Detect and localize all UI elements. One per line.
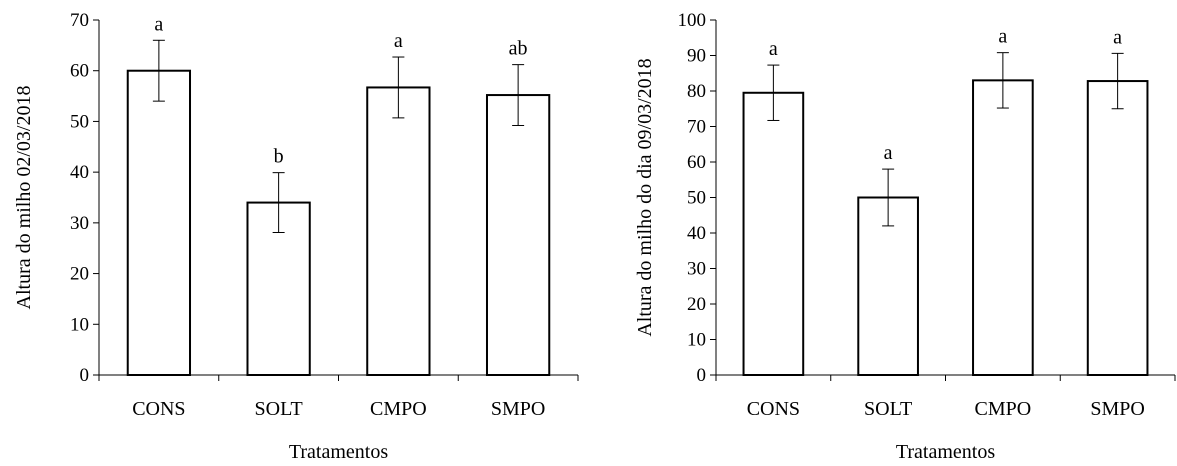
x-tick-label: SOLT [864,398,912,420]
y-tick-label: 10 [70,314,89,335]
chart-left: 0 10 20 30 40 50 60 70 a CONS b SOLT a CMPO ab SMPO Trat… [13,10,579,463]
significance-letter: a [394,30,403,52]
bar [742,91,805,377]
y-tick-label: 40 [687,223,706,244]
significance-letter: a [1113,26,1122,48]
y-tick-label: 100 [678,10,707,31]
bar [366,86,431,376]
significance-letter: a [998,26,1007,48]
x-tick-label: CMPO [370,398,427,420]
y-tick-label: 60 [687,152,706,173]
x-axis-title: Tratamentos [896,441,995,463]
x-tick-label: SOLT [255,398,303,420]
significance-letter: b [274,146,284,168]
x-axis-title: Tratamentos [289,441,388,463]
y-axis-title: Altura do milho do dia 09/03/2018 [634,58,656,336]
y-tick-label: 50 [70,111,89,132]
bar [126,69,192,376]
y-tick-label: 30 [70,213,89,234]
y-tick-label: 10 [687,330,706,351]
x-tick-label: SMPO [1090,398,1144,420]
bar [1086,80,1149,376]
y-tick-label: 40 [70,162,89,183]
y-tick-label: 70 [70,10,89,31]
y-tick-label: 0 [697,365,707,386]
x-tick-label: CONS [747,398,800,420]
significance-letter: a [769,38,778,60]
y-tick-label: 70 [687,117,706,138]
significance-letter: a [884,142,893,164]
y-tick-label: 20 [70,264,89,285]
y-axis-title: Altura do milho 02/03/2018 [13,86,35,310]
y-tick-label: 80 [687,81,706,102]
bar [485,94,551,377]
bar [972,79,1034,376]
x-tick-label: CONS [132,398,185,420]
y-tick-label: 0 [80,365,90,386]
chart-right: 0 10 20 30 40 50 60 70 80 90 100 a CONS a SOLT a CMPO a SM… [634,10,1176,463]
x-tick-label: CMPO [975,398,1032,420]
significance-letter: a [154,13,163,35]
y-tick-label: 50 [687,188,706,209]
y-tick-label: 90 [687,46,706,67]
y-tick-label: 60 [70,61,89,82]
significance-letter: ab [509,38,528,60]
y-tick-label: 20 [687,294,706,315]
x-tick-label: SMPO [491,398,545,420]
y-tick-label: 30 [687,259,706,280]
